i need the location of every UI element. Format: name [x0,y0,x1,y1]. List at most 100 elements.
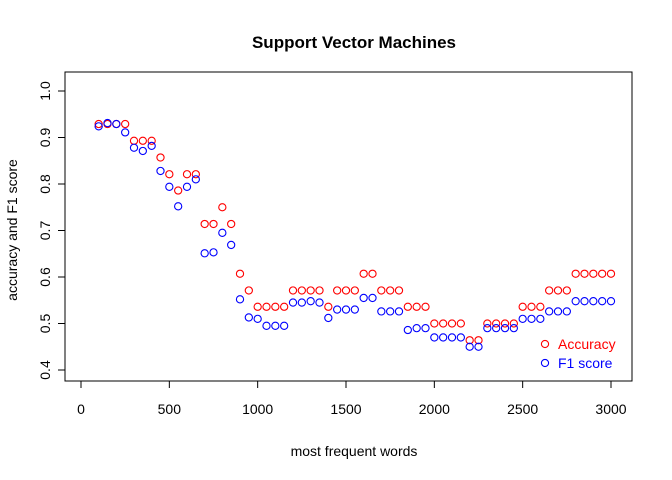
accuracy-point [430,319,439,328]
accuracy-point [138,136,147,145]
f1-score-point [288,298,298,307]
f1-score-point [165,182,174,191]
accuracy-point [465,336,474,345]
y-tick-label: 0.8 [37,174,53,194]
accuracy-point [527,302,536,311]
x-axis: 0 500 1000 1500 2000 2500 3000 [77,380,627,417]
f1-score-point [156,166,165,176]
f1-score-point [94,122,103,131]
f1-score-point [598,297,607,306]
f1-score-point [386,307,395,316]
f1-score-point [227,240,236,250]
legend-label-f1-score: F1 score [558,355,613,371]
f1-score-point [218,228,227,237]
accuracy-point [235,269,245,278]
f1-score-point [527,314,536,323]
f1-score-point [536,314,545,323]
accuracy-point [156,153,165,162]
x-tick-label: 1000 [242,401,273,417]
f1-score-point [553,307,563,316]
f1-score-point [562,307,571,316]
f1-score-point [580,297,589,306]
accuracy-point [209,219,218,229]
accuracy-point [244,286,253,295]
accuracy-point [518,302,527,311]
accuracy-point [386,286,395,295]
f1-score-point [121,128,130,137]
f1-score-point [209,248,218,257]
f1-score-point [359,293,368,303]
f1-score-point [368,293,377,303]
accuracy-point [147,136,156,145]
f1-score-point [333,305,342,314]
y-tick-label: 0.7 [37,221,53,241]
y-tick-label: 0.9 [37,128,53,148]
f1-score-point [138,146,147,156]
f1-score-point [394,307,404,316]
accuracy-point [121,119,130,129]
accuracy-point [253,302,262,311]
accuracy-point [333,286,342,295]
f1-score-point [483,323,492,333]
accuracy-point [536,302,545,311]
legend-marker-f1-score [540,358,550,368]
f1-score-point [174,202,183,211]
accuracy-point [94,119,103,129]
accuracy-point [589,269,598,278]
x-tick-label: 1500 [330,401,361,417]
f1-score-point [315,298,324,307]
accuracy-point [306,286,315,295]
y-axis-label: accuracy and F1 score [4,159,20,301]
accuracy-point [394,286,404,295]
accuracy-point [421,302,430,311]
accuracy-point [456,319,465,328]
f1-score-point [244,313,253,322]
y-tick-label: 0.5 [37,314,53,334]
f1-score-point [103,118,112,128]
accuracy-point [280,302,289,311]
legend-label-accuracy: Accuracy [558,336,616,352]
accuracy-point [174,186,183,195]
accuracy-point [324,302,333,311]
accuracy-point [606,269,616,278]
data-points [94,118,616,351]
accuracy-point [439,319,448,328]
accuracy-point [474,336,483,345]
accuracy-point [200,219,209,229]
accuracy-point [129,136,139,145]
f1-score-point [430,333,439,342]
x-tick-label: 0 [77,401,85,417]
accuracy-point [368,269,377,278]
f1-score-point [341,305,351,314]
accuracy-point [483,319,492,328]
f1-score-point [306,297,315,306]
accuracy-point [377,286,386,295]
f1-score-point [571,297,580,306]
f1-score-point [589,297,598,306]
f1-score-point [439,333,448,342]
y-tick-label: 1.0 [37,81,53,101]
f1-score-point [412,323,421,333]
y-tick-label: 0.4 [37,360,53,380]
x-tick-label: 500 [158,401,182,417]
f1-score-point [403,325,412,335]
accuracy-point [262,302,271,311]
f1-score-point [474,342,483,351]
f1-score-point [545,307,554,316]
accuracy-point [227,219,236,229]
x-tick-label: 2000 [419,401,450,417]
f1-score-point [518,314,527,323]
f1-score-point [606,297,616,306]
plot-box [64,71,633,382]
accuracy-point [571,269,580,278]
f1-score-point [147,141,156,151]
f1-score-point [350,305,359,314]
f1-score-point [235,295,245,304]
accuracy-point [553,286,563,295]
accuracy-point [182,170,192,179]
f1-score-point [456,333,465,342]
f1-score-point [280,321,289,330]
f1-score-point [129,143,139,152]
accuracy-point [218,203,227,212]
